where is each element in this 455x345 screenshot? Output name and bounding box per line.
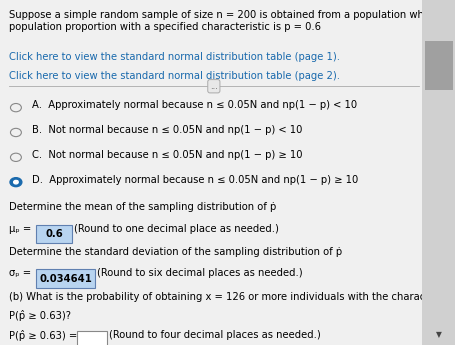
Text: μₚ =: μₚ = — [9, 224, 35, 234]
FancyBboxPatch shape — [422, 0, 455, 345]
Text: ...: ... — [210, 82, 218, 91]
Text: (Round to one decimal place as needed.): (Round to one decimal place as needed.) — [74, 224, 279, 234]
Text: (Round to six decimal places as needed.): (Round to six decimal places as needed.) — [97, 268, 303, 278]
Text: (Round to four decimal places as needed.): (Round to four decimal places as needed.… — [109, 330, 321, 340]
Text: Determine the mean of the sampling distribution of ṗ: Determine the mean of the sampling distr… — [9, 202, 276, 212]
Text: C.  Not normal because n ≤ 0.05N and np(1 − p) ≥ 10: C. Not normal because n ≤ 0.05N and np(1… — [32, 150, 303, 160]
Circle shape — [14, 180, 18, 184]
FancyBboxPatch shape — [36, 269, 95, 288]
Text: D.  Approximately normal because n ≤ 0.05N and np(1 − p) ≥ 10: D. Approximately normal because n ≤ 0.05… — [32, 175, 358, 185]
FancyBboxPatch shape — [425, 41, 453, 90]
Text: (b) What is the probability of obtaining x = 126 or more individuals with the ch: (b) What is the probability of obtaining… — [9, 292, 455, 302]
FancyBboxPatch shape — [77, 331, 107, 345]
Text: 0.6: 0.6 — [45, 229, 63, 239]
Text: P(p̂ ≥ 0.63) =: P(p̂ ≥ 0.63) = — [9, 330, 81, 341]
Text: Click here to view the standard normal distribution table (page 2).: Click here to view the standard normal d… — [9, 71, 340, 81]
Text: A.  Approximately normal because n ≤ 0.05N and np(1 − p) < 10: A. Approximately normal because n ≤ 0.05… — [32, 100, 357, 110]
Text: Suppose a simple random sample of size n = 200 is obtained from a population who: Suppose a simple random sample of size n… — [9, 10, 455, 32]
Text: ▼: ▼ — [436, 330, 441, 339]
Text: Click here to view the standard normal distribution table (page 1).: Click here to view the standard normal d… — [9, 52, 340, 62]
Text: ✔: ✔ — [13, 180, 19, 185]
Text: Determine the standard deviation of the sampling distribution of ṗ: Determine the standard deviation of the … — [9, 247, 342, 257]
Text: 0.034641: 0.034641 — [39, 274, 92, 284]
Text: P(p̂ ≥ 0.63)?: P(p̂ ≥ 0.63)? — [9, 310, 71, 321]
Text: B.  Not normal because n ≤ 0.05N and np(1 − p) < 10: B. Not normal because n ≤ 0.05N and np(1… — [32, 125, 302, 135]
Text: σₚ =: σₚ = — [9, 268, 34, 278]
Circle shape — [10, 178, 22, 187]
FancyBboxPatch shape — [36, 225, 72, 243]
